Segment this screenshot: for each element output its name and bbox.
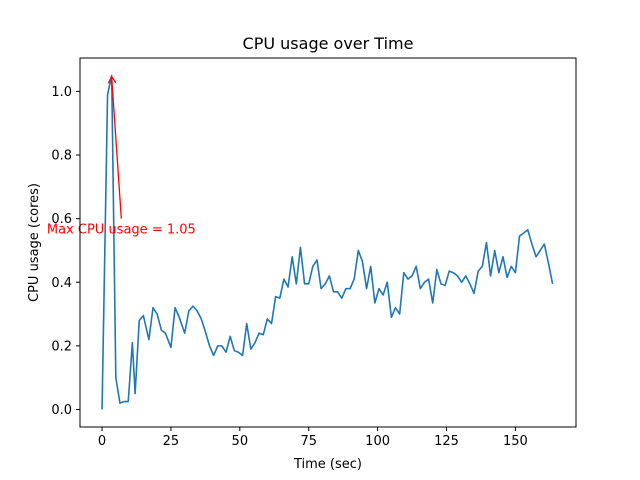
y-tick-label: 0.0 <box>51 403 72 418</box>
y-tick-label: 0.6 <box>51 212 72 227</box>
y-tick-label: 0.2 <box>51 339 72 354</box>
axes-frame <box>79 57 577 428</box>
plot-layer: Max CPU usage = 1.05 <box>47 74 554 410</box>
y-axis-label: CPU usage (cores) <box>27 183 42 302</box>
x-tick-label: 0 <box>98 434 106 449</box>
y-tick-label: 0.8 <box>51 149 72 164</box>
x-tick-label: 25 <box>163 434 180 449</box>
y-tick-label: 1.0 <box>51 85 72 100</box>
annotation-label: Max CPU usage = 1.05 <box>47 223 196 238</box>
x-tick-label: 75 <box>300 434 317 449</box>
chart-title: CPU usage over Time <box>243 34 414 53</box>
y-tick-label: 0.4 <box>51 276 72 291</box>
annotation-arrow <box>112 77 122 219</box>
x-tick-label: 50 <box>232 434 249 449</box>
x-tick-label: 125 <box>434 434 459 449</box>
ticks-layer: 0 25 50 75 100 125 150 0.0 0.2 0.4 0.6 0.8 1.0 <box>51 85 527 449</box>
x-tick-label: 150 <box>503 434 528 449</box>
x-axis-label: Time (sec) <box>293 457 362 472</box>
x-tick-label: 100 <box>365 434 390 449</box>
cpu-usage-line <box>101 74 554 410</box>
